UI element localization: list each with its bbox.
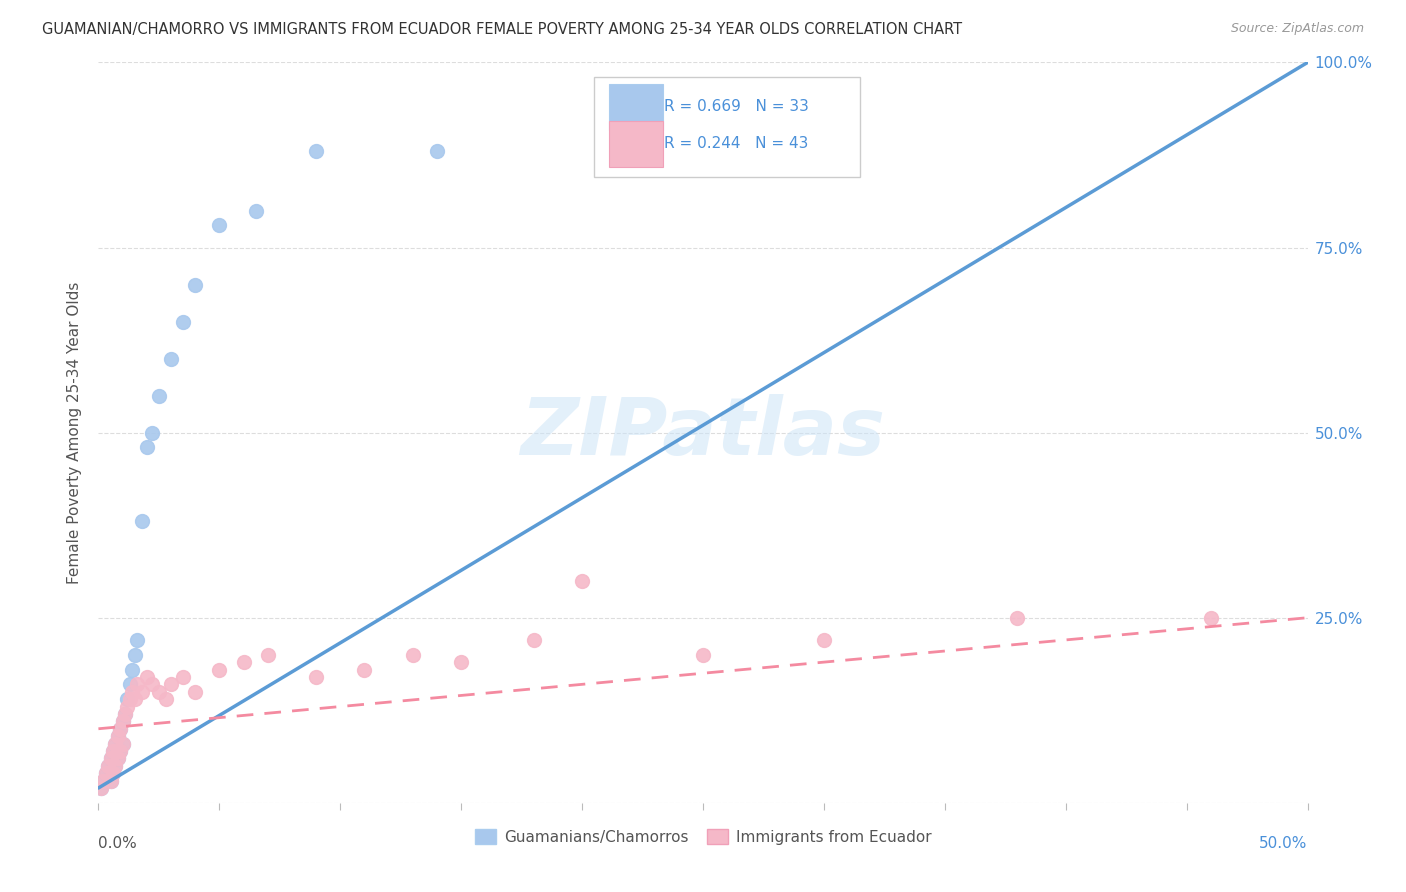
- Point: [155, 692, 177, 706]
- Point: [305, 145, 328, 159]
- Point: [94, 766, 117, 780]
- Point: [127, 632, 149, 647]
- Point: [117, 699, 139, 714]
- Point: [108, 744, 131, 758]
- Point: [101, 744, 124, 758]
- Point: [121, 663, 143, 677]
- Point: [402, 648, 425, 662]
- Point: [90, 780, 112, 795]
- Point: [107, 751, 129, 765]
- Point: [104, 737, 127, 751]
- Point: [305, 670, 328, 684]
- Point: [101, 744, 124, 758]
- Point: [184, 277, 207, 292]
- Point: [101, 766, 124, 780]
- Point: [104, 758, 127, 772]
- Point: [148, 685, 170, 699]
- Point: [813, 632, 835, 647]
- Point: [184, 685, 207, 699]
- Point: [160, 677, 183, 691]
- Point: [571, 574, 593, 588]
- Point: [426, 145, 449, 159]
- Text: Source: ZipAtlas.com: Source: ZipAtlas.com: [1230, 22, 1364, 36]
- Point: [141, 677, 163, 691]
- Point: [104, 737, 127, 751]
- Point: [107, 729, 129, 743]
- Point: [172, 670, 194, 684]
- Point: [111, 737, 134, 751]
- Point: [131, 685, 153, 699]
- Point: [114, 706, 136, 721]
- Text: GUAMANIAN/CHAMORRO VS IMMIGRANTS FROM ECUADOR FEMALE POVERTY AMONG 25-34 YEAR OL: GUAMANIAN/CHAMORRO VS IMMIGRANTS FROM EC…: [42, 22, 962, 37]
- Point: [108, 722, 131, 736]
- Point: [256, 648, 278, 662]
- Point: [104, 758, 127, 772]
- Point: [148, 388, 170, 402]
- Y-axis label: Female Poverty Among 25-34 Year Olds: Female Poverty Among 25-34 Year Olds: [67, 282, 83, 583]
- Point: [245, 203, 267, 218]
- Text: ZIPatlas: ZIPatlas: [520, 393, 886, 472]
- FancyBboxPatch shape: [595, 78, 860, 178]
- Point: [121, 685, 143, 699]
- Point: [108, 722, 131, 736]
- Point: [97, 758, 120, 772]
- Point: [117, 692, 139, 706]
- Point: [523, 632, 546, 647]
- Point: [91, 773, 114, 788]
- Point: [91, 773, 114, 788]
- Point: [135, 670, 157, 684]
- Point: [141, 425, 163, 440]
- Point: [94, 766, 117, 780]
- FancyBboxPatch shape: [609, 84, 664, 130]
- Point: [97, 758, 120, 772]
- Point: [135, 441, 157, 455]
- Point: [111, 737, 134, 751]
- Point: [131, 515, 153, 529]
- Point: [100, 773, 122, 788]
- Point: [111, 714, 134, 729]
- FancyBboxPatch shape: [609, 121, 664, 167]
- Point: [111, 714, 134, 729]
- Point: [172, 314, 194, 328]
- Point: [100, 751, 122, 765]
- Point: [353, 663, 375, 677]
- Point: [100, 773, 122, 788]
- Point: [107, 729, 129, 743]
- Point: [101, 766, 124, 780]
- Text: R = 0.669   N = 33: R = 0.669 N = 33: [664, 99, 810, 114]
- Point: [232, 655, 254, 669]
- Point: [208, 663, 231, 677]
- Point: [124, 692, 146, 706]
- Point: [107, 751, 129, 765]
- Point: [1199, 610, 1222, 624]
- Legend: Guamanians/Chamorros, Immigrants from Ecuador: Guamanians/Chamorros, Immigrants from Ec…: [468, 823, 938, 851]
- Point: [114, 706, 136, 721]
- Point: [127, 677, 149, 691]
- Text: 0.0%: 0.0%: [98, 836, 138, 851]
- Point: [450, 655, 472, 669]
- Point: [100, 751, 122, 765]
- Point: [692, 648, 714, 662]
- Point: [1007, 610, 1029, 624]
- Point: [160, 351, 183, 366]
- Point: [118, 692, 141, 706]
- Point: [90, 780, 112, 795]
- Point: [118, 677, 141, 691]
- Point: [124, 648, 146, 662]
- Point: [208, 219, 231, 233]
- Text: 50.0%: 50.0%: [1260, 836, 1308, 851]
- Point: [108, 744, 131, 758]
- Text: R = 0.244   N = 43: R = 0.244 N = 43: [664, 136, 808, 152]
